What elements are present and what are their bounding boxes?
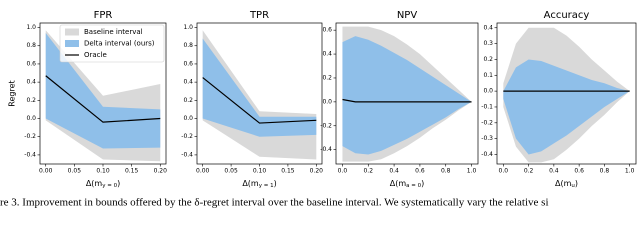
- x-axis-label-part: ): [421, 179, 424, 188]
- x-axis-label-part: Δ(m: [86, 179, 103, 188]
- x-axis-label-part: ): [274, 179, 277, 188]
- interval-band: [202, 38, 317, 137]
- x-tick-label: 0.00: [39, 168, 53, 175]
- x-tick-label: 0.20: [310, 168, 324, 175]
- y-tick-label: 0.4: [183, 79, 193, 86]
- y-tick-label: 1.0: [26, 24, 36, 31]
- x-tick-label: 0.00: [196, 168, 210, 175]
- oracle-line: [202, 77, 317, 124]
- x-tick-label: 0.4: [389, 168, 399, 175]
- y-tick-label: 0.0: [322, 98, 332, 105]
- y-tick-label: 0.8: [26, 42, 36, 49]
- interval-band: [503, 59, 630, 155]
- y-tick-label: 0.0: [26, 115, 36, 122]
- x-axis-label-part: Δ(m: [242, 179, 259, 188]
- figure: re 3. Improvement in bounds offered by t…: [0, 10, 637, 209]
- y-tick-label: -0.2: [481, 119, 493, 126]
- x-axis-label: Δ(my = 0): [86, 179, 120, 189]
- x-tick-label: 0.2: [363, 168, 373, 175]
- x-tick-label: 1.0: [625, 168, 635, 175]
- x-tick-label: 0.20: [154, 168, 168, 175]
- x-tick-label: 0.2: [524, 168, 534, 175]
- y-tick-label: 0.2: [322, 74, 332, 81]
- x-axis-label-part: ): [575, 179, 578, 188]
- y-tick-label: -0.4: [181, 151, 193, 158]
- y-tick-label: -0.4: [481, 151, 493, 158]
- x-tick-label: 0.15: [281, 168, 295, 175]
- y-tick-label: 0.6: [183, 60, 193, 67]
- x-tick-label: 0.15: [125, 168, 139, 175]
- y-tick-label: 0.4: [26, 79, 36, 86]
- x-tick-label: 0.10: [253, 168, 267, 175]
- y-tick-label: -0.4: [320, 146, 332, 153]
- x-tick-label: 0.6: [574, 168, 584, 175]
- subplot-title: NPV: [397, 10, 418, 21]
- legend-swatch: [65, 28, 79, 36]
- y-tick-label: -0.1: [481, 103, 493, 110]
- y-tick-label: -0.3: [481, 135, 493, 142]
- legend-label: Delta interval (ours): [84, 40, 155, 48]
- y-axis-label: Regret: [8, 80, 17, 106]
- x-axis-label-part: y = 0: [102, 183, 117, 189]
- subplot-title: Accuracy: [544, 10, 590, 21]
- y-tick-label: 0.2: [483, 56, 493, 63]
- y-tick-label: -0.2: [24, 133, 36, 140]
- y-tick-label: 0.6: [322, 27, 332, 34]
- y-tick-label: 0.0: [183, 115, 193, 122]
- y-tick-label: -0.2: [320, 122, 332, 129]
- x-tick-label: 0.8: [600, 168, 610, 175]
- y-tick-label: 1.0: [183, 24, 193, 31]
- x-axis-label-part: a = 0: [406, 183, 421, 189]
- legend-frame: [59, 24, 165, 63]
- x-tick-label: 1.0: [467, 168, 477, 175]
- y-tick-label: -0.4: [24, 151, 36, 158]
- x-axis-label-part: Δ(m: [390, 179, 407, 188]
- x-axis-label: Δ(ma = 0): [390, 179, 425, 189]
- x-axis-label-part: Δ(m: [555, 179, 572, 188]
- y-tick-label: 0.4: [483, 24, 493, 31]
- x-axis-label: Δ(mu): [555, 179, 578, 189]
- x-tick-label: 0.05: [68, 168, 82, 175]
- axes-frame: [496, 22, 637, 165]
- x-tick-label: 0.0: [499, 168, 509, 175]
- x-axis-label-part: y = 1: [259, 183, 274, 189]
- interval-band: [342, 36, 472, 155]
- x-tick-label: 0.4: [549, 168, 559, 175]
- y-tick-label: 0.4: [322, 51, 332, 58]
- subplot-title: FPR: [94, 10, 113, 21]
- x-tick-label: 0.0: [338, 168, 348, 175]
- x-tick-label: 0.6: [415, 168, 425, 175]
- y-tick-label: 0.0: [483, 88, 493, 95]
- oracle-line: [342, 98, 472, 103]
- y-tick-label: 0.2: [183, 97, 193, 104]
- x-axis-label-part: u: [571, 183, 575, 189]
- y-tick-label: 0.2: [26, 97, 36, 104]
- y-tick-label: 0.6: [26, 60, 36, 67]
- subplot-title: TPR: [249, 10, 269, 21]
- y-tick-label: 0.8: [183, 42, 193, 49]
- x-tick-label: 0.05: [224, 168, 238, 175]
- interval-band: [45, 33, 161, 149]
- legend-label: Baseline interval: [84, 28, 143, 36]
- legend: Baseline interval Delta interval (ours) Or…: [59, 24, 165, 63]
- legend-swatch: [65, 40, 79, 47]
- oracle-line: [45, 75, 161, 123]
- y-tick-label: -0.2: [181, 133, 193, 140]
- legend-label: Oracle: [84, 51, 107, 59]
- y-tick-label: 0.1: [483, 72, 493, 79]
- axes-frame: [335, 22, 479, 165]
- x-axis-label: Δ(my = 1): [242, 179, 276, 189]
- y-tick-label: 0.3: [483, 40, 493, 47]
- x-tick-label: 0.8: [441, 168, 451, 175]
- x-tick-label: 0.10: [96, 168, 110, 175]
- x-axis-label-part: ): [117, 179, 120, 188]
- caption: re 3. Improvement in bounds offered by t…: [0, 197, 549, 209]
